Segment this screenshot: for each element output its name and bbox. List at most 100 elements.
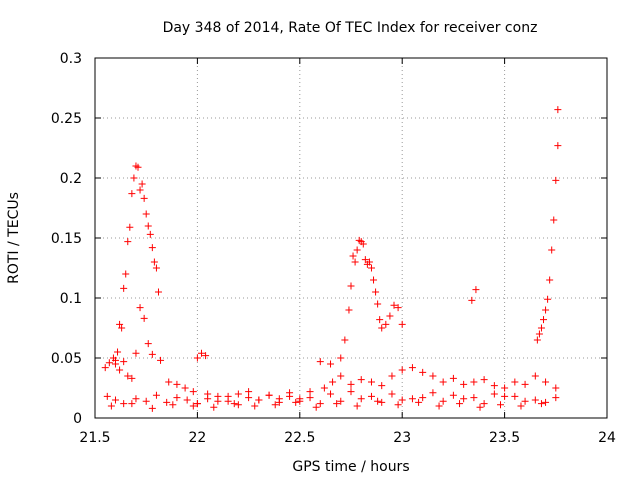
data-point [189, 388, 197, 396]
data-point [181, 384, 189, 392]
data-point [165, 378, 173, 386]
data-point [142, 210, 150, 218]
data-point [480, 376, 488, 384]
data-point [140, 194, 148, 202]
x-tick-label: 22.5 [284, 430, 315, 446]
data-point [376, 316, 384, 324]
data-point [148, 244, 156, 252]
data-point [341, 336, 349, 344]
data-point [554, 142, 562, 150]
data-point [511, 378, 519, 386]
data-point [122, 270, 130, 278]
data-point [152, 264, 160, 272]
x-tick-label: 21.5 [79, 430, 110, 446]
data-point [359, 240, 367, 248]
data-point [306, 388, 314, 396]
data-point [367, 392, 375, 400]
x-axis-label: GPS time / hours [292, 459, 409, 475]
data-point [255, 396, 263, 404]
data-point [497, 401, 505, 409]
y-tick-label: 0.1 [60, 291, 82, 307]
data-point [132, 395, 140, 403]
data-point [546, 276, 554, 284]
data-point [388, 390, 396, 398]
data-point [429, 389, 437, 397]
data-point [382, 320, 390, 328]
data-point [230, 400, 238, 408]
data-point [357, 395, 365, 403]
data-point [286, 389, 294, 397]
data-point [531, 396, 539, 404]
data-points [101, 106, 562, 412]
data-point [353, 402, 361, 410]
data-point [116, 320, 124, 328]
data-point [292, 398, 300, 406]
data-point [548, 246, 556, 254]
data-point [120, 358, 128, 366]
data-point [345, 306, 353, 314]
data-point [214, 397, 222, 405]
data-point [329, 378, 337, 386]
data-point [327, 360, 335, 368]
x-tick-label: 23 [393, 430, 411, 446]
data-point [535, 330, 543, 338]
data-point [114, 348, 122, 356]
data-point [157, 356, 165, 364]
data-point [398, 396, 406, 404]
data-point [367, 264, 375, 272]
data-point [511, 392, 519, 400]
data-point [460, 395, 468, 403]
data-point [470, 378, 478, 386]
data-point [118, 324, 126, 332]
data-point [111, 360, 119, 368]
data-point [124, 238, 132, 246]
data-point [372, 288, 380, 296]
data-point [316, 400, 324, 408]
data-point [480, 400, 488, 408]
data-point [183, 396, 191, 404]
data-point [173, 394, 181, 402]
data-point [349, 252, 357, 260]
data-point [490, 390, 498, 398]
data-point [245, 394, 253, 402]
data-point [136, 304, 144, 312]
data-point [374, 397, 382, 405]
data-point [275, 398, 283, 406]
data-point [296, 395, 304, 403]
data-point [490, 382, 498, 390]
data-point [337, 372, 345, 380]
data-point [146, 230, 154, 238]
data-point [234, 401, 242, 409]
data-point [517, 402, 525, 410]
data-point [476, 403, 484, 411]
data-point [150, 258, 158, 266]
data-point [204, 390, 212, 398]
data-point [374, 300, 382, 308]
data-point [501, 392, 509, 400]
data-point [537, 324, 545, 332]
data-point [419, 394, 427, 402]
data-point [105, 359, 113, 367]
data-point [132, 349, 140, 357]
data-point [347, 388, 355, 396]
data-point [134, 163, 142, 171]
chart-title: Day 348 of 2014, Rate Of TEC Index for r… [163, 20, 538, 36]
data-point [361, 256, 369, 264]
data-point [521, 397, 529, 405]
data-point [439, 378, 447, 386]
data-point [415, 398, 423, 406]
data-point [136, 186, 144, 194]
data-point [154, 288, 162, 296]
data-point [327, 390, 335, 398]
data-point [103, 392, 111, 400]
data-point [197, 349, 205, 357]
data-point [306, 394, 314, 402]
data-point [408, 364, 416, 372]
data-point [542, 306, 550, 314]
data-point [357, 376, 365, 384]
data-point [320, 384, 328, 392]
data-point [142, 397, 150, 405]
data-point [128, 400, 136, 408]
data-point [265, 391, 273, 399]
data-point [429, 372, 437, 380]
